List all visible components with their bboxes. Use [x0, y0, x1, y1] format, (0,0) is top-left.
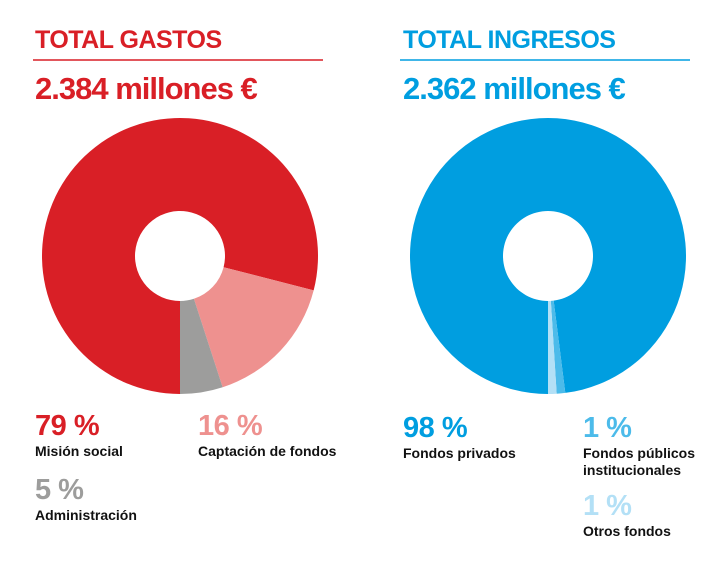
chart-title: TOTAL INGRESOS	[403, 26, 616, 54]
pie-slice	[42, 118, 318, 394]
value-label: 1 %	[583, 490, 632, 522]
value-label: 1 %	[583, 412, 632, 444]
pie-slice	[410, 118, 686, 395]
category-label: Otros fondos	[583, 523, 671, 539]
category-label: Fondos públicos institucionales	[583, 445, 695, 478]
value-label: 79 %	[35, 410, 100, 442]
category-label: Captación de fondos	[198, 443, 337, 459]
pie-slice	[180, 298, 223, 394]
chart-subtitle: 2.384 millones €	[35, 71, 258, 106]
pie-slice	[548, 300, 557, 394]
value-label: 98 %	[403, 412, 468, 444]
chart-subtitle: 2.362 millones €	[403, 71, 626, 106]
category-label: Fondos privados	[403, 445, 516, 461]
pie-slice	[550, 300, 566, 394]
value-label: 16 %	[198, 410, 263, 442]
chart-title: TOTAL GASTOS	[35, 26, 222, 54]
pie-slice	[193, 267, 314, 388]
value-label: 5 %	[35, 474, 84, 506]
category-label: Administración	[35, 507, 137, 523]
category-label: Misión social	[35, 443, 123, 459]
